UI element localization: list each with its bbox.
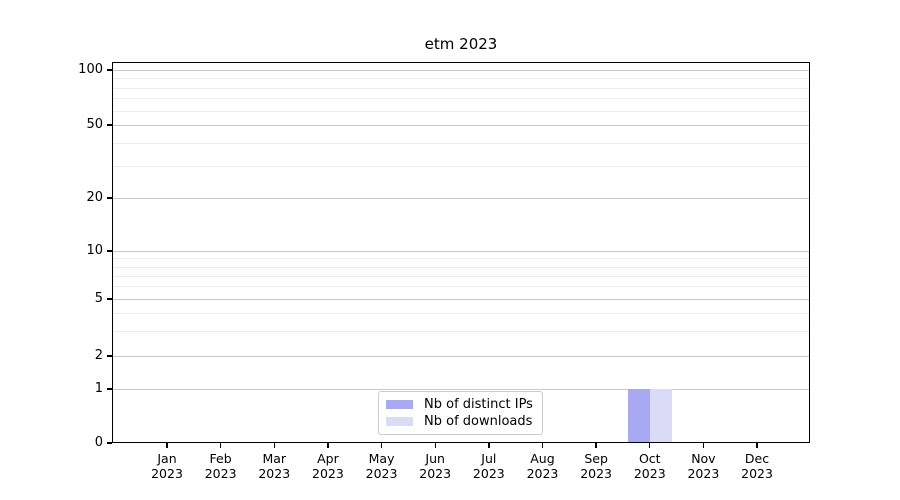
minor-gridline — [113, 98, 809, 100]
x-tick-label: Dec 2023 — [725, 451, 789, 481]
y-tick-label: 10 — [86, 243, 103, 258]
x-tick-month: Jan — [157, 451, 177, 466]
bar-downloads — [649, 389, 672, 442]
x-tick-mark — [756, 443, 758, 448]
x-tick-month: Dec — [744, 451, 770, 466]
y-tick-mark — [107, 298, 112, 300]
x-tick-mark — [219, 443, 222, 448]
x-tick-year: 2023 — [526, 466, 559, 481]
x-tick-mark — [327, 443, 329, 448]
minor-gridline — [113, 275, 809, 277]
minor-gridline — [113, 330, 809, 332]
x-tick-label: Jul 2023 — [457, 451, 521, 481]
y-tick-label: 0 — [94, 435, 103, 450]
minor-gridline — [113, 165, 809, 167]
minor-gridline — [113, 78, 809, 80]
right-spine — [808, 62, 810, 443]
minor-gridline — [113, 110, 809, 112]
x-tick-month: Apr — [317, 451, 339, 466]
x-tick-mark — [649, 443, 651, 448]
x-tick-month: Feb — [209, 451, 232, 466]
x-tick-label: May 2023 — [350, 451, 414, 481]
minor-gridline — [113, 312, 809, 314]
x-tick-month: Jun — [425, 451, 445, 466]
y-tick-mark — [107, 197, 112, 199]
legend-item: Nb of downloads — [386, 413, 535, 430]
minor-gridline — [113, 266, 809, 268]
x-tick-year: 2023 — [741, 466, 773, 481]
chart-title: etm 2023 — [424, 35, 498, 53]
major-gridline-100 — [113, 70, 809, 71]
legend: Nb of distinct IPs Nb of downloads — [378, 391, 543, 435]
minor-gridline — [113, 142, 809, 144]
x-tick-year: 2023 — [633, 466, 666, 481]
bar-distinct-ips — [627, 389, 650, 442]
x-tick-mark — [541, 443, 544, 448]
y-tick-mark — [107, 69, 112, 71]
major-gridline-50 — [113, 125, 809, 126]
y-tick-label: 1 — [94, 381, 103, 396]
major-gridline-10 — [113, 251, 809, 252]
x-tick-month: May — [368, 451, 395, 466]
x-tick-mark — [488, 443, 490, 448]
y-tick-mark — [107, 388, 112, 390]
plot-area — [112, 62, 810, 443]
x-tick-label: Sep 2023 — [564, 451, 628, 481]
legend-swatch — [386, 417, 413, 426]
x-tick-label: Jun 2023 — [403, 451, 467, 481]
y-tick-label: 2 — [94, 348, 103, 363]
x-tick-year: 2023 — [151, 466, 183, 481]
y-tick-label: 50 — [86, 117, 103, 132]
major-gridline-20 — [113, 198, 809, 199]
x-tick-label: Oct 2023 — [618, 451, 682, 481]
x-tick-month: Oct — [638, 451, 661, 466]
x-tick-year: 2023 — [204, 466, 237, 481]
x-tick-label: Apr 2023 — [296, 451, 360, 481]
x-tick-month: Mar — [262, 451, 287, 466]
x-tick-label: Feb 2023 — [189, 451, 253, 481]
x-tick-month: Nov — [691, 451, 716, 466]
y-tick-mark — [107, 442, 112, 444]
legend-swatch — [386, 400, 413, 409]
legend-label: Nb of downloads — [424, 414, 533, 429]
x-tick-label: Aug 2023 — [510, 451, 574, 481]
x-tick-mark — [380, 443, 383, 448]
x-tick-year: 2023 — [472, 466, 505, 481]
x-tick-year: 2023 — [687, 466, 720, 481]
major-gridline-5 — [113, 299, 809, 300]
major-gridline-2 — [113, 356, 809, 357]
y-tick-label: 20 — [86, 190, 103, 205]
x-tick-year: 2023 — [419, 466, 452, 481]
y-tick-label: 100 — [78, 62, 103, 77]
y-tick-mark — [107, 250, 112, 252]
major-gridline-1 — [113, 389, 809, 390]
x-tick-month: Sep — [584, 451, 608, 466]
x-tick-month: Aug — [530, 451, 555, 466]
minor-gridline — [113, 286, 809, 288]
legend-item: Nb of distinct IPs — [386, 396, 535, 413]
x-tick-month: Jul — [481, 451, 497, 466]
x-tick-year: 2023 — [258, 466, 291, 481]
y-tick-label: 5 — [94, 291, 103, 306]
x-tick-year: 2023 — [580, 466, 613, 481]
y-axis-spine — [112, 62, 114, 443]
x-axis-spine — [112, 441, 810, 443]
y-tick-mark — [107, 355, 112, 357]
minor-gridline — [113, 87, 809, 89]
legend-label: Nb of distinct IPs — [424, 397, 533, 412]
x-tick-year: 2023 — [365, 466, 398, 481]
x-tick-mark — [702, 443, 705, 448]
x-tick-mark — [434, 443, 436, 448]
x-tick-year: 2023 — [312, 466, 344, 481]
minor-gridline — [113, 258, 809, 260]
x-tick-mark — [273, 443, 275, 448]
x-tick-mark — [166, 443, 168, 448]
y-tick-mark — [107, 124, 112, 126]
x-tick-label: Mar 2023 — [242, 451, 306, 481]
x-tick-mark — [595, 443, 597, 448]
x-tick-label: Jan 2023 — [135, 451, 199, 481]
top-spine — [112, 62, 810, 64]
x-tick-label: Nov 2023 — [671, 451, 735, 481]
